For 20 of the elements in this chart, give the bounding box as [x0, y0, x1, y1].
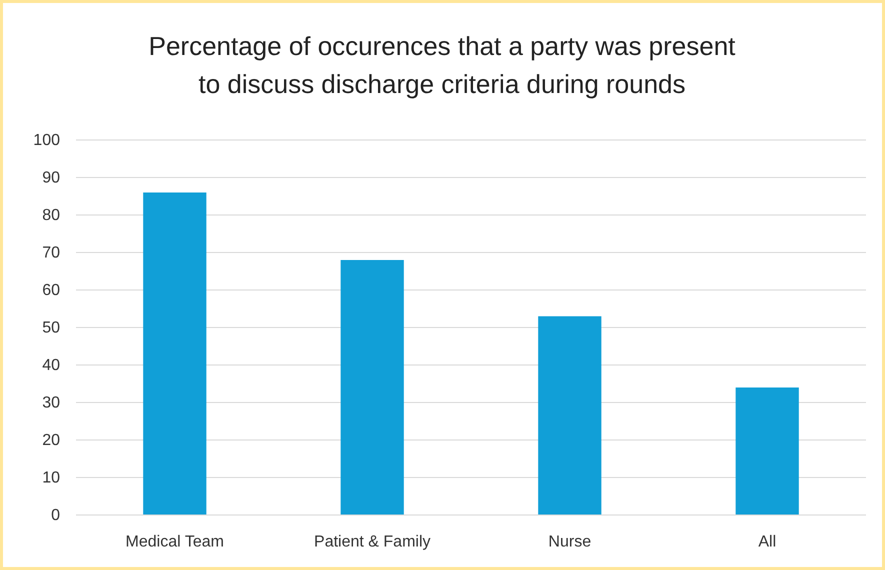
x-tick-label: All — [758, 533, 776, 550]
chart-title: Percentage of occurences that a party was present to discuss discharge criteria during rounds — [148, 31, 736, 99]
bar — [143, 192, 206, 515]
y-tick-label: 20 — [42, 432, 60, 450]
y-tick-label: 90 — [42, 170, 60, 187]
bar — [736, 388, 799, 515]
y-tick-label: 50 — [42, 320, 60, 337]
y-tick-label: 70 — [42, 244, 60, 262]
y-tick-label: 60 — [42, 282, 60, 300]
x-tick-label: Medical Team — [126, 533, 224, 550]
y-tick-label: 30 — [42, 394, 60, 412]
bar — [538, 316, 602, 515]
y-tick-label: 100 — [33, 132, 60, 150]
x-tick-label: Patient & Family — [314, 533, 430, 550]
y-tick-label: 80 — [42, 207, 60, 224]
bar — [340, 260, 404, 515]
y-tick-label: 40 — [42, 357, 60, 374]
y-tick-label: 10 — [42, 470, 60, 487]
y-tick-label: 0 — [51, 507, 60, 524]
x-tick-label: Nurse — [548, 533, 592, 550]
